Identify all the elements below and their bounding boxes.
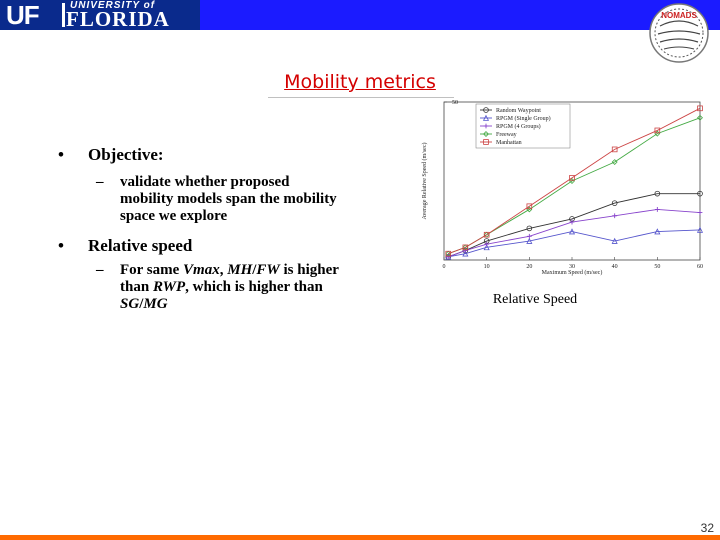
series-marker xyxy=(612,213,618,219)
uf-logo-florida: FLORIDA xyxy=(66,7,170,31)
text-run-italic: RWP xyxy=(152,279,186,295)
series-line xyxy=(448,107,701,255)
bullet-heading: Relative speed xyxy=(88,236,193,255)
series-marker xyxy=(483,139,489,145)
text-run: / xyxy=(139,296,144,312)
legend-entry: RPGM (4 Groups) xyxy=(496,123,541,130)
sub-bullet-line: mobility models span the mobility xyxy=(120,191,337,207)
bottom-accent-bar xyxy=(0,535,720,540)
y-axis-label: Average Relative Speed (m/sec) xyxy=(421,142,428,219)
title-rule xyxy=(268,97,454,98)
sub-bullet-line: SG/MG xyxy=(120,296,339,313)
sub-bullet-line: For same Vmax, MH/FW is higher xyxy=(120,262,339,279)
sub-bullet-text: For same Vmax, MH/FW is higher than RWP,… xyxy=(120,262,339,313)
x-tick-label: 10 xyxy=(484,264,490,270)
legend-entry: RPGM (Single Group) xyxy=(496,115,551,122)
series-marker xyxy=(654,207,660,212)
bullet-marker: • xyxy=(58,145,64,164)
nomads-seal-logo: NOMADS xyxy=(648,2,710,64)
uf-logo-divider xyxy=(62,3,65,27)
series-marker xyxy=(462,250,469,257)
text-run-italic: SG xyxy=(120,296,140,312)
bullet-marker: • xyxy=(58,236,64,255)
x-tick-label: 40 xyxy=(612,264,618,270)
x-axis-label: Maximum Speed (m/sec) xyxy=(542,269,603,276)
legend-entry: Freeway xyxy=(496,132,517,138)
series-marker xyxy=(462,244,469,251)
uf-logo: UF UNIVERSITY of FLORIDA xyxy=(0,0,200,30)
x-tick-label: 0 xyxy=(443,264,446,270)
series-marker xyxy=(568,228,576,235)
sub-bullet-line: space we explore xyxy=(120,208,228,224)
bullet-objective: • Objective: xyxy=(58,144,164,166)
series-marker xyxy=(526,225,533,232)
series-marker xyxy=(654,228,661,235)
series-marker xyxy=(462,248,468,253)
page-number: 32 xyxy=(700,521,714,535)
series-marker xyxy=(611,200,618,206)
series-line xyxy=(448,208,701,258)
chart-caption: Relative Speed xyxy=(492,292,578,307)
legend-entry: Random Waypoint xyxy=(496,108,541,114)
text-run-italic: Vmax xyxy=(183,262,220,278)
text-run-italic: MH xyxy=(227,262,253,278)
slide-title: Mobility metrics xyxy=(284,71,436,93)
y-tick-label: 50 xyxy=(452,100,458,106)
uf-logo-university: UNIVERSITY of xyxy=(70,0,156,11)
relative-speed-chart: 0 10 20 30 40 50 60 50 Maximum Speed (m/sec) Aver… xyxy=(412,94,708,276)
series-marker xyxy=(697,105,703,112)
series-marker xyxy=(569,175,575,181)
sub-bullet-dash: – xyxy=(96,262,104,278)
text-run-italic: MG xyxy=(143,296,168,312)
series-marker xyxy=(526,237,533,244)
series-marker xyxy=(611,237,618,244)
uf-logo-mark: UF xyxy=(6,0,40,30)
series-marker xyxy=(483,107,489,113)
series-marker xyxy=(483,231,490,238)
text-run: is higher xyxy=(279,262,339,278)
text-run: than xyxy=(120,279,153,295)
series-marker xyxy=(654,190,661,197)
sub-bullet-line: than RWP, which is higher than xyxy=(120,279,339,296)
sub-bullet-line: validate whether proposed xyxy=(120,174,290,190)
x-tick-label: 30 xyxy=(569,264,575,270)
nomads-seal-text: NOMADS xyxy=(661,11,697,20)
series-marker xyxy=(526,233,532,239)
series-marker xyxy=(611,146,618,153)
bullet-heading: Objective: xyxy=(88,145,164,164)
text-run: , xyxy=(219,262,228,278)
text-run: / xyxy=(252,262,257,278)
series-marker xyxy=(445,250,452,257)
legend-entry: Manhattan xyxy=(496,140,522,146)
x-tick-label: 60 xyxy=(697,264,703,270)
series-marker xyxy=(654,127,661,134)
x-tick-label: 50 xyxy=(654,264,660,270)
series-marker xyxy=(611,159,618,166)
series-marker xyxy=(484,241,490,247)
text-run: , which is higher than xyxy=(185,279,323,295)
series-line xyxy=(448,193,700,258)
series-marker xyxy=(445,254,451,260)
series-marker xyxy=(696,226,704,233)
series-marker xyxy=(482,114,490,121)
series-marker xyxy=(697,114,703,121)
nomads-seal-graphic: NOMADS xyxy=(649,3,709,63)
text-run: For same xyxy=(120,262,184,278)
bullet-relative-speed: • Relative speed xyxy=(58,235,192,257)
series-marker xyxy=(569,219,575,225)
series-marker xyxy=(483,131,489,137)
x-tick-label: 20 xyxy=(526,264,532,270)
text-run-italic: FW xyxy=(256,262,280,278)
sub-bullet-dash: – xyxy=(96,174,104,190)
series-marker xyxy=(697,190,703,197)
series-marker xyxy=(697,210,703,215)
series-marker xyxy=(483,244,490,251)
series-line xyxy=(448,229,701,258)
series-marker xyxy=(526,203,533,210)
series-marker xyxy=(483,123,489,129)
relative-speed-chart-svg: 0 10 20 30 40 50 60 50 Maximum Speed (m/sec) Aver… xyxy=(421,100,704,276)
sub-bullet-text: validate whether proposed mobility model… xyxy=(120,174,337,225)
